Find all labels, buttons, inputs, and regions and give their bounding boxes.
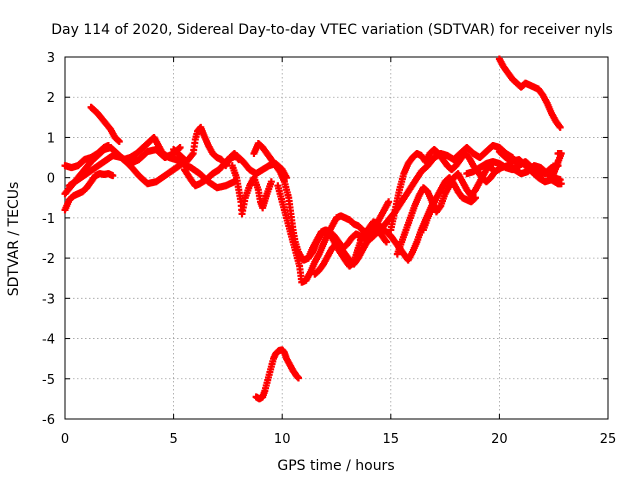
x-axis-label: GPS time / hours xyxy=(277,458,394,474)
series-arc-3 xyxy=(61,141,112,172)
series-arc-9 xyxy=(228,162,275,218)
x-tick-label: 20 xyxy=(491,432,508,447)
y-tick-label: -3 xyxy=(42,292,55,307)
series-arc-4 xyxy=(87,103,123,145)
data-point xyxy=(552,160,560,168)
series-arc-21 xyxy=(495,148,565,188)
y-tick-label: 0 xyxy=(47,172,55,187)
data-point xyxy=(267,178,275,186)
series-arc-6 xyxy=(117,154,238,192)
series-arc-24 xyxy=(252,346,302,403)
x-tick-label: 0 xyxy=(61,432,69,447)
series-arc-18 xyxy=(419,174,480,234)
data-point xyxy=(556,123,564,131)
x-axis: 0 5 10 15 20 25 xyxy=(61,57,616,447)
data-points xyxy=(61,55,565,403)
data-point xyxy=(176,144,184,151)
y-tick-label: 2 xyxy=(47,91,55,106)
chart-title: Day 114 of 2020, Sidereal Day-to-day VTE… xyxy=(51,22,613,38)
x-tick-label: 15 xyxy=(383,432,400,447)
y-tick-label: 3 xyxy=(47,51,55,66)
series-arc-11 xyxy=(274,182,375,286)
x-tick-label: 25 xyxy=(600,432,617,447)
series-arc-17 xyxy=(393,160,497,258)
data-point xyxy=(385,198,393,206)
data-point xyxy=(294,374,302,382)
y-axis-label: SDTVAR / TECUs xyxy=(6,182,22,297)
data-point xyxy=(109,172,117,180)
y-tick-label: -6 xyxy=(42,413,55,428)
series-arc-23 xyxy=(550,150,565,178)
data-point xyxy=(115,137,123,145)
data-point xyxy=(382,238,390,246)
y-tick-label: -1 xyxy=(42,212,55,227)
plot-frame xyxy=(64,56,609,420)
y-axis: -6 -5 -4 -3 -2 -1 0 1 2 3 xyxy=(42,51,608,428)
y-tick-label: -5 xyxy=(42,373,55,388)
x-tick-label: 5 xyxy=(169,432,177,447)
y-tick-label: -4 xyxy=(42,333,55,348)
x-tick-label: 10 xyxy=(274,432,291,447)
series-arc-15 xyxy=(365,141,516,244)
series-arc-16 xyxy=(387,146,499,234)
y-tick-label: -2 xyxy=(42,252,55,267)
series-arc-1 xyxy=(61,170,117,214)
grid xyxy=(65,57,608,419)
data-point xyxy=(557,180,565,188)
data-point xyxy=(104,141,112,149)
series-arc-22 xyxy=(495,55,564,131)
data-point xyxy=(472,194,480,202)
y-tick-label: 1 xyxy=(47,131,55,146)
